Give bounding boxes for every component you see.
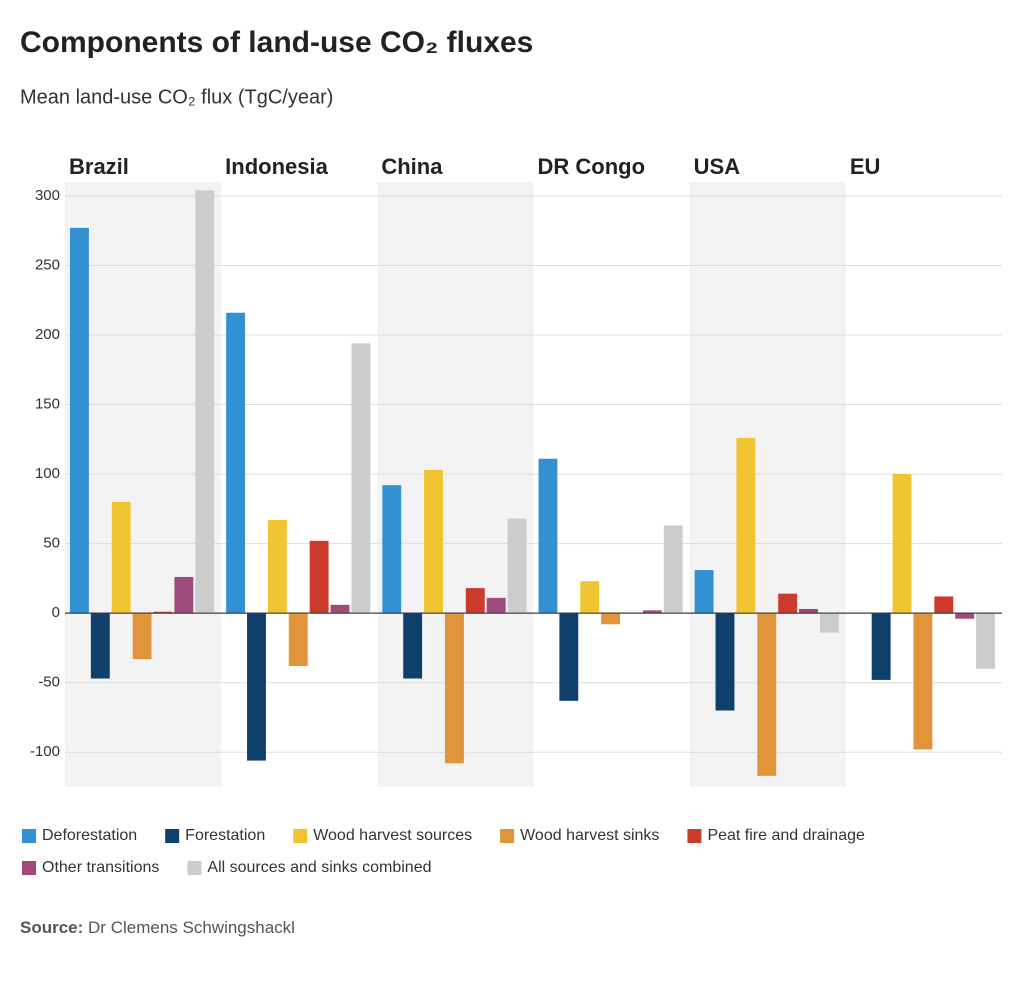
group-label: Brazil (69, 154, 129, 179)
source-label: Source: (20, 918, 83, 937)
bar (538, 458, 558, 614)
legend-swatch (165, 829, 180, 843)
y-tick-label: 250 (35, 256, 60, 273)
bar (559, 613, 579, 701)
bar (601, 613, 621, 625)
bar (892, 474, 912, 614)
legend-label: Wood harvest sources (313, 827, 472, 844)
bar (90, 613, 110, 679)
bar (174, 576, 194, 614)
bar (663, 525, 683, 614)
bar (330, 604, 350, 614)
bar (715, 613, 735, 711)
y-tick-label: 150 (35, 395, 60, 412)
legend-swatch (22, 861, 36, 875)
source: Source: Dr Clemens Schwingshackl (20, 918, 295, 937)
group-label: DR Congo (538, 154, 646, 179)
group-label: Indonesia (225, 154, 328, 179)
bar (913, 613, 933, 750)
y-tick-label: -100 (30, 743, 60, 760)
legend-swatch (687, 829, 702, 843)
legend-label: All sources and sinks combined (207, 859, 431, 876)
bar (799, 608, 818, 614)
group-background (65, 182, 222, 787)
group-label: EU (850, 154, 881, 179)
group-label: China (381, 154, 443, 179)
y-tick-label: 0 (52, 604, 60, 621)
bar (871, 613, 891, 680)
bar (694, 570, 714, 614)
bar (403, 613, 423, 679)
bar (736, 437, 756, 614)
bar (309, 540, 329, 614)
bar (955, 613, 975, 619)
bar (111, 501, 131, 614)
y-tick-label: 50 (43, 535, 60, 552)
legend-label: Deforestation (42, 827, 137, 844)
bar (642, 610, 662, 614)
legend-label: Wood harvest sinks (520, 827, 659, 844)
bar (465, 588, 485, 614)
y-tick-label: 100 (35, 465, 60, 482)
bar (424, 469, 443, 614)
bar (288, 613, 308, 666)
bar (267, 519, 287, 614)
bar (70, 227, 89, 614)
y-tick-label: 200 (35, 326, 60, 343)
bar (247, 613, 266, 761)
legend-label: Other transitions (42, 859, 159, 876)
bar (351, 343, 371, 614)
chart-title: Components of land-use CO₂ fluxes (20, 26, 533, 59)
bar (382, 485, 402, 614)
bar (819, 613, 839, 633)
legend-label: Peat fire and drainage (707, 827, 865, 844)
source-text: Dr Clemens Schwingshackl (88, 918, 295, 937)
bar (757, 613, 777, 776)
bar (934, 596, 954, 614)
bar (976, 613, 995, 669)
bar (226, 312, 246, 614)
bar (507, 518, 527, 614)
y-tick-label: -50 (38, 674, 60, 691)
legend-swatch (293, 829, 308, 843)
bar (132, 613, 152, 660)
legend-label: Forestation (185, 827, 265, 844)
group-label: USA (694, 154, 741, 179)
bar (486, 597, 506, 614)
legend-swatch (500, 829, 515, 843)
y-tick-label: 300 (35, 187, 60, 204)
bar (580, 581, 600, 614)
legend-swatch (22, 829, 36, 843)
bar (778, 593, 798, 614)
bar (195, 190, 215, 614)
chart-subtitle: Mean land-use CO₂ flux (TgC/year) (20, 86, 333, 108)
legend-swatch (187, 861, 202, 875)
bar (153, 611, 173, 614)
bar (444, 613, 464, 764)
